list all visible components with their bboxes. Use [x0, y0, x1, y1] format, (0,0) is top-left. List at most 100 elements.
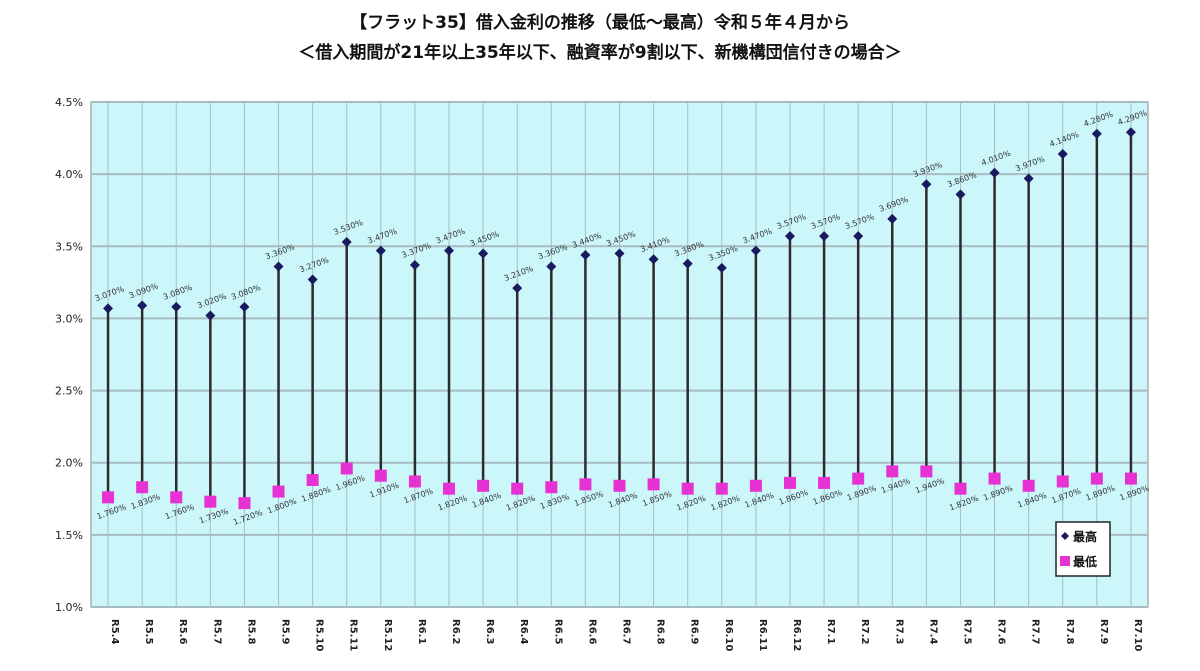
high-marker	[103, 303, 114, 314]
low-marker	[818, 476, 831, 489]
high-marker	[648, 254, 659, 265]
x-tick-label: R5.11	[348, 619, 359, 651]
high-marker	[1057, 148, 1068, 159]
high-marker	[512, 283, 523, 294]
y-tick-label: 1.5%	[55, 529, 83, 542]
x-tick-label: R7.9	[1098, 619, 1109, 644]
x-tick-label: R6.2	[450, 619, 461, 644]
high-marker	[307, 274, 318, 285]
low-marker	[579, 478, 592, 491]
y-tick-label: 3.0%	[55, 312, 83, 325]
x-tick-label: R5.9	[280, 619, 291, 644]
x-tick-label: R7.4	[927, 619, 938, 644]
legend-high-marker	[1061, 532, 1069, 540]
high-marker	[989, 167, 1000, 178]
x-tick-label: R6.12	[791, 619, 802, 651]
high-marker	[137, 300, 148, 311]
high-marker	[750, 245, 761, 256]
high-marker	[580, 249, 591, 260]
high-marker	[1125, 127, 1136, 138]
low-marker	[204, 495, 217, 508]
y-tick-label: 4.0%	[55, 168, 83, 181]
low-marker	[613, 479, 626, 492]
low-marker	[920, 465, 933, 478]
high-marker	[205, 310, 216, 321]
high-marker	[478, 248, 489, 259]
high-marker	[614, 248, 625, 259]
legend-high-label: 最高	[1073, 529, 1097, 544]
low-marker	[954, 482, 967, 495]
chart-title: 【フラット35】借入金利の推移（最低～最高）令和５年４月から	[350, 13, 850, 33]
x-tick-label: R7.7	[1030, 619, 1041, 644]
low-marker	[272, 485, 285, 498]
low-marker	[681, 482, 694, 495]
low-marker	[545, 481, 558, 494]
low-marker	[477, 479, 490, 492]
x-tick-label: R6.10	[723, 619, 734, 651]
x-tick-label: R6.11	[757, 619, 768, 651]
high-marker	[887, 213, 898, 224]
high-marker	[784, 231, 795, 242]
x-tick-label: R7.5	[961, 619, 972, 644]
chart-subtitle: ＜借入期間が21年以上35年以下、融資率が9割以下、新機構団信付きの場合＞	[298, 43, 902, 63]
x-tick-label: R5.12	[382, 619, 393, 651]
low-marker	[749, 479, 762, 492]
high-marker	[375, 245, 386, 256]
x-tick-label: R7.2	[859, 619, 870, 644]
high-marker	[171, 301, 182, 312]
x-tick-label: R6.4	[518, 619, 529, 644]
high-marker	[341, 236, 352, 247]
x-tick-label: R6.3	[484, 619, 495, 644]
x-tick-label: R7.1	[825, 619, 836, 644]
x-tick-label: R5.10	[314, 619, 325, 651]
low-marker	[102, 491, 115, 504]
x-tick-label: R5.6	[177, 619, 188, 644]
low-marker	[852, 472, 865, 485]
high-marker	[853, 231, 864, 242]
legend-low-marker	[1060, 556, 1070, 566]
high-marker	[444, 245, 455, 256]
low-marker	[1056, 475, 1069, 488]
x-tick-label: R6.7	[621, 619, 632, 644]
low-marker	[988, 472, 1001, 485]
low-marker	[783, 476, 796, 489]
low-marker	[136, 481, 149, 494]
low-marker	[238, 497, 251, 510]
y-tick-label: 1.0%	[55, 601, 83, 614]
x-tick-label: R7.8	[1064, 619, 1075, 644]
low-marker	[511, 482, 524, 495]
x-tick-label: R7.3	[893, 619, 904, 644]
high-marker	[682, 258, 693, 269]
low-marker	[647, 478, 660, 491]
x-tick-label: R7.6	[996, 619, 1007, 644]
x-tick-label: R6.6	[586, 619, 597, 644]
x-tick-label: R5.7	[211, 619, 222, 644]
low-marker	[715, 482, 728, 495]
high-marker	[955, 189, 966, 200]
x-tick-label: R6.8	[655, 619, 666, 644]
high-marker	[409, 260, 420, 271]
low-marker	[306, 474, 319, 487]
low-marker	[443, 482, 456, 495]
x-tick-label: R6.9	[689, 619, 700, 644]
y-tick-label: 3.5%	[55, 240, 83, 253]
high-marker	[819, 231, 830, 242]
x-tick-label: R5.5	[143, 619, 154, 644]
high-marker	[716, 262, 727, 273]
high-marker	[1023, 173, 1034, 184]
low-marker	[1090, 472, 1103, 485]
x-tick-label: R5.8	[245, 619, 256, 644]
legend	[1055, 521, 1111, 577]
low-marker	[1124, 472, 1137, 485]
low-marker	[340, 462, 353, 475]
low-marker	[886, 465, 899, 478]
y-tick-label: 2.5%	[55, 385, 83, 398]
high-marker	[921, 179, 932, 190]
x-tick-label: R5.4	[109, 619, 120, 644]
y-tick-label: 4.5%	[55, 96, 83, 109]
high-marker	[1091, 128, 1102, 139]
high-marker	[273, 261, 284, 272]
low-marker	[1022, 479, 1035, 492]
y-tick-label: 2.0%	[55, 457, 83, 470]
